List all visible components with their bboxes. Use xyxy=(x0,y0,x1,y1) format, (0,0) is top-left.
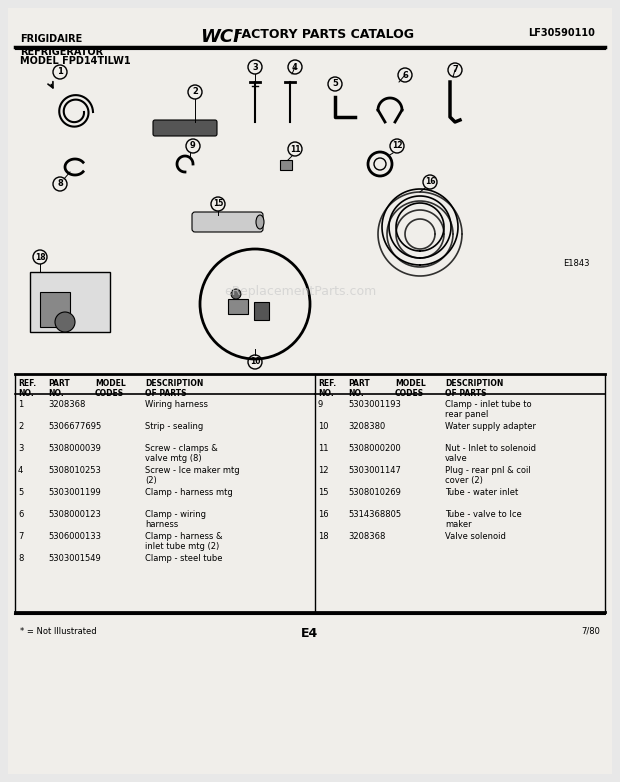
Text: 5303001147: 5303001147 xyxy=(348,466,401,475)
Text: REF.
NO.: REF. NO. xyxy=(18,379,36,398)
Text: 5306677695: 5306677695 xyxy=(48,422,101,431)
Text: 5308000123: 5308000123 xyxy=(48,510,101,519)
Text: LF30590110: LF30590110 xyxy=(528,28,595,38)
Text: E4: E4 xyxy=(301,627,319,640)
Text: 5303001199: 5303001199 xyxy=(48,488,100,497)
Text: 11: 11 xyxy=(318,444,329,453)
Text: 6: 6 xyxy=(402,70,408,80)
FancyBboxPatch shape xyxy=(192,212,263,232)
Text: Tube - valve to Ice
maker: Tube - valve to Ice maker xyxy=(445,510,522,529)
Text: Screw - clamps &
valve mtg (8): Screw - clamps & valve mtg (8) xyxy=(145,444,218,464)
Text: 3: 3 xyxy=(18,444,24,453)
Text: 5303001193: 5303001193 xyxy=(348,400,401,409)
Text: 7/80: 7/80 xyxy=(581,627,600,636)
Text: Strip - sealing: Strip - sealing xyxy=(145,422,203,431)
FancyBboxPatch shape xyxy=(8,8,612,774)
Text: DESCRIPTION
OF PARTS: DESCRIPTION OF PARTS xyxy=(145,379,203,398)
Text: WCI: WCI xyxy=(200,28,240,46)
Ellipse shape xyxy=(256,215,264,229)
Text: * = Not Illustrated: * = Not Illustrated xyxy=(20,627,97,636)
Text: 9: 9 xyxy=(190,142,196,150)
Text: 10: 10 xyxy=(318,422,329,431)
Text: 5308000039: 5308000039 xyxy=(48,444,101,453)
Text: Valve solenoid: Valve solenoid xyxy=(445,532,506,541)
Text: 3208368: 3208368 xyxy=(348,532,386,541)
Text: eReplacementParts.com: eReplacementParts.com xyxy=(224,285,376,299)
Text: PART
NO.: PART NO. xyxy=(48,379,69,398)
Text: 7: 7 xyxy=(18,532,24,541)
Text: Screw - Ice maker mtg
(2): Screw - Ice maker mtg (2) xyxy=(145,466,239,486)
Text: 5: 5 xyxy=(332,80,338,88)
Text: 2: 2 xyxy=(18,422,24,431)
Text: 5306000133: 5306000133 xyxy=(48,532,101,541)
Text: 6: 6 xyxy=(18,510,24,519)
Text: 10: 10 xyxy=(250,357,260,367)
Text: REF.
NO.: REF. NO. xyxy=(318,379,336,398)
Text: Wiring harness: Wiring harness xyxy=(145,400,208,409)
Text: Plug - rear pnl & coil
cover (2): Plug - rear pnl & coil cover (2) xyxy=(445,466,531,486)
Text: 5: 5 xyxy=(18,488,24,497)
Text: 5308010269: 5308010269 xyxy=(348,488,401,497)
Text: Nut - Inlet to solenoid
valve: Nut - Inlet to solenoid valve xyxy=(445,444,536,464)
Text: 16: 16 xyxy=(318,510,329,519)
Text: 18: 18 xyxy=(318,532,329,541)
Text: Clamp - steel tube: Clamp - steel tube xyxy=(145,554,223,563)
Text: 15: 15 xyxy=(213,199,223,209)
Ellipse shape xyxy=(55,312,75,332)
Text: 5303001549: 5303001549 xyxy=(48,554,100,563)
Bar xyxy=(228,299,248,314)
Text: 1: 1 xyxy=(18,400,24,409)
Text: MODEL FPD14TlLW1: MODEL FPD14TlLW1 xyxy=(20,56,131,66)
Circle shape xyxy=(231,289,241,299)
Text: 3: 3 xyxy=(252,63,258,71)
Text: Clamp - harness mtg: Clamp - harness mtg xyxy=(145,488,232,497)
Text: 15: 15 xyxy=(318,488,329,497)
Text: Clamp - harness &
inlet tube mtg (2): Clamp - harness & inlet tube mtg (2) xyxy=(145,532,223,551)
Bar xyxy=(280,160,292,170)
Text: 4: 4 xyxy=(18,466,24,475)
Text: 4: 4 xyxy=(292,63,298,71)
FancyBboxPatch shape xyxy=(153,120,217,136)
Text: MODEL
CODES: MODEL CODES xyxy=(395,379,426,398)
Text: E1843: E1843 xyxy=(564,259,590,268)
Text: 1: 1 xyxy=(57,67,63,77)
Text: 8: 8 xyxy=(57,180,63,188)
Text: 12: 12 xyxy=(318,466,329,475)
Text: Clamp - inlet tube to
rear panel: Clamp - inlet tube to rear panel xyxy=(445,400,531,419)
Text: 8: 8 xyxy=(18,554,24,563)
Text: Water supply adapter: Water supply adapter xyxy=(445,422,536,431)
Text: Tube - water inlet: Tube - water inlet xyxy=(445,488,518,497)
Text: 18: 18 xyxy=(35,253,45,261)
Text: 16: 16 xyxy=(425,178,435,186)
Text: DESCRIPTION
OF PARTS: DESCRIPTION OF PARTS xyxy=(445,379,503,398)
Text: 5308010253: 5308010253 xyxy=(48,466,101,475)
Text: 12: 12 xyxy=(392,142,402,150)
Bar xyxy=(40,292,70,327)
Bar xyxy=(254,302,269,320)
Text: 7: 7 xyxy=(452,66,458,74)
Text: 3208380: 3208380 xyxy=(348,422,385,431)
Text: 2: 2 xyxy=(192,88,198,96)
Text: 9: 9 xyxy=(318,400,323,409)
Text: 11: 11 xyxy=(290,145,300,153)
Text: FRIGIDAIRE
REFRIGERATOR: FRIGIDAIRE REFRIGERATOR xyxy=(20,34,103,57)
Text: Clamp - wiring
harness: Clamp - wiring harness xyxy=(145,510,206,529)
Text: FACTORY PARTS CATALOG: FACTORY PARTS CATALOG xyxy=(230,28,414,41)
Text: 5314368805: 5314368805 xyxy=(348,510,401,519)
Text: 5308000200: 5308000200 xyxy=(348,444,401,453)
Bar xyxy=(30,272,110,332)
Text: 3208368: 3208368 xyxy=(48,400,86,409)
Text: MODEL
CODES: MODEL CODES xyxy=(95,379,126,398)
Text: PART
NO.: PART NO. xyxy=(348,379,370,398)
